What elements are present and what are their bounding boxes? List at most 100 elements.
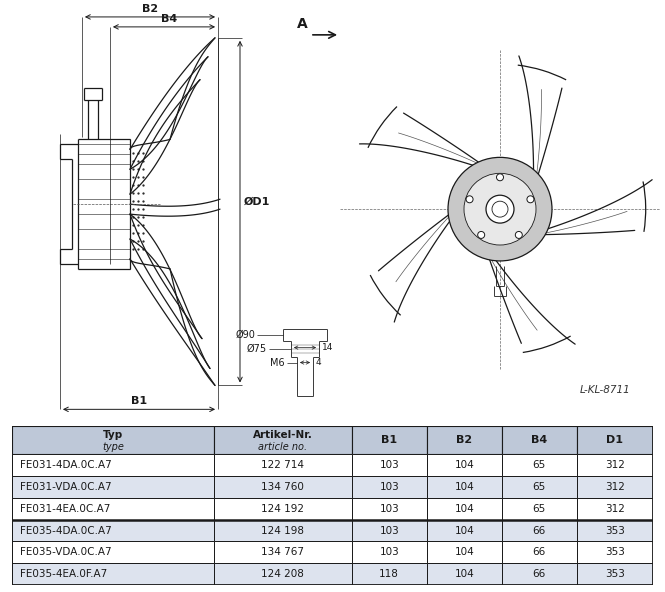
Text: 103: 103 [379,461,399,471]
Text: 104: 104 [454,547,474,557]
Text: 312: 312 [605,504,625,514]
Text: 312: 312 [605,461,625,471]
Text: 65: 65 [533,461,546,471]
Bar [427,426,501,455]
Circle shape [486,195,514,223]
Bar [214,563,352,585]
Text: B4: B4 [161,14,177,24]
Text: FE035-4DA.0C.A7: FE035-4DA.0C.A7 [20,526,112,536]
Text: 103: 103 [379,547,399,557]
Text: type: type [102,442,124,452]
Text: 65: 65 [533,482,546,492]
Bar [352,563,427,585]
Text: 66: 66 [533,547,546,557]
Bar [214,455,352,476]
Text: M6: M6 [271,358,285,368]
Bar [214,426,352,455]
Text: 134 767: 134 767 [261,547,305,557]
Bar [352,498,427,520]
Text: 4: 4 [316,358,322,367]
Bar [12,476,214,498]
Bar [214,520,352,542]
Text: 104: 104 [454,569,474,579]
Text: 124 208: 124 208 [261,569,305,579]
Text: Artikel-Nr.: Artikel-Nr. [253,430,313,440]
Text: 103: 103 [379,504,399,514]
Text: 66: 66 [533,569,546,579]
Text: article no.: article no. [258,442,307,452]
Text: Ø75: Ø75 [247,343,267,353]
Text: FE035-4EA.0F.A7: FE035-4EA.0F.A7 [20,569,107,579]
Circle shape [515,231,522,239]
Text: 122 714: 122 714 [261,461,305,471]
Circle shape [466,196,473,203]
Text: B2: B2 [142,4,158,14]
Bar [501,520,577,542]
Bar [427,455,501,476]
Circle shape [477,231,485,239]
Bar [577,520,653,542]
Bar [501,426,577,455]
Bar [427,563,501,585]
Bar [427,520,501,542]
Bar [577,498,653,520]
Text: FE031-4DA.0C.A7: FE031-4DA.0C.A7 [20,461,112,471]
Text: B1: B1 [131,397,147,406]
Bar [12,563,214,585]
Text: 353: 353 [605,569,625,579]
Bar [12,542,214,563]
Text: Typ: Typ [103,430,123,440]
Bar [12,426,214,455]
Circle shape [497,174,503,181]
Text: 104: 104 [454,461,474,471]
Bar [352,426,427,455]
Bar [577,563,653,585]
Bar [352,520,427,542]
Text: 14: 14 [322,343,333,352]
Bar [501,498,577,520]
Text: 134 760: 134 760 [261,482,305,492]
Bar [214,498,352,520]
Circle shape [527,196,534,203]
Text: D1: D1 [606,435,623,445]
Text: 104: 104 [454,526,474,536]
Text: 124 198: 124 198 [261,526,305,536]
Text: B2: B2 [456,435,472,445]
Text: 124 192: 124 192 [261,504,305,514]
Text: 353: 353 [605,547,625,557]
Text: FE035-VDA.0C.A7: FE035-VDA.0C.A7 [20,547,111,557]
Bar [577,455,653,476]
Bar [501,455,577,476]
Bar [352,455,427,476]
Bar [427,498,501,520]
Text: 66: 66 [533,526,546,536]
Bar [214,542,352,563]
Text: 118: 118 [379,569,399,579]
Bar [427,542,501,563]
Text: A: A [297,17,308,31]
Text: 353: 353 [605,526,625,536]
Bar [577,476,653,498]
Bar [501,542,577,563]
Text: 65: 65 [533,504,546,514]
Bar [577,426,653,455]
Text: 103: 103 [379,482,399,492]
Text: 104: 104 [454,504,474,514]
Circle shape [464,173,536,245]
Bar [501,563,577,585]
Bar [12,455,214,476]
Text: Ø90: Ø90 [235,330,255,340]
Text: FE031-VDA.0C.A7: FE031-VDA.0C.A7 [20,482,111,492]
Text: L-KL-8711: L-KL-8711 [579,385,630,395]
Text: FE031-4EA.0C.A7: FE031-4EA.0C.A7 [20,504,110,514]
Circle shape [448,157,552,261]
Text: ØD1: ØD1 [244,197,271,207]
Bar [577,542,653,563]
Text: 103: 103 [379,526,399,536]
Bar [214,476,352,498]
Bar [12,520,214,542]
Text: 312: 312 [605,482,625,492]
Bar [12,498,214,520]
Text: B1: B1 [381,435,397,445]
Bar [427,476,501,498]
